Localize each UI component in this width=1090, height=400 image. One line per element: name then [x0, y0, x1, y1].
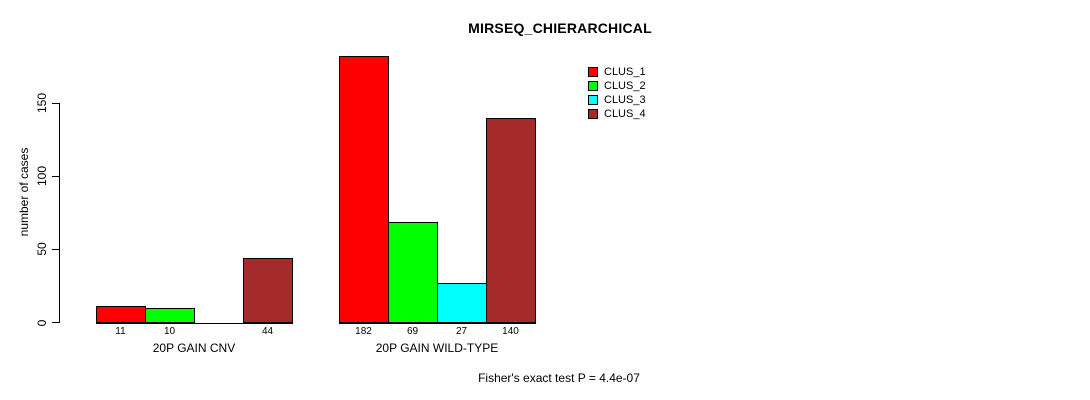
y-axis-tick — [52, 248, 59, 250]
y-axis-label: number of cases — [17, 147, 31, 237]
legend-label: CLUS_1 — [604, 66, 646, 78]
y-axis-tick — [52, 322, 59, 323]
bar-value-label: 10 — [163, 326, 176, 337]
category-label: 20P GAIN CNV — [152, 341, 236, 355]
group-baseline — [96, 322, 293, 324]
y-axis-tick-label: 0 — [35, 319, 49, 326]
legend-swatch — [588, 67, 598, 77]
bar-clus_1-group1 — [96, 306, 146, 324]
bar-value-label: 69 — [406, 326, 419, 337]
y-axis-tick-label: 50 — [35, 242, 49, 257]
legend-label: CLUS_4 — [604, 108, 646, 120]
legend-label: CLUS_2 — [604, 80, 646, 92]
y-axis-tick — [52, 102, 59, 104]
legend-item: CLUS_4 — [588, 107, 646, 121]
legend-item: CLUS_3 — [588, 93, 646, 107]
legend-swatch — [588, 81, 598, 91]
y-axis-line — [59, 103, 60, 323]
bar-value-label: 27 — [455, 326, 468, 337]
legend-item: CLUS_2 — [588, 79, 646, 93]
bar-value-label: 140 — [502, 326, 519, 337]
bar-value-label: 44 — [261, 326, 274, 337]
fisher-test-annotation: Fisher's exact test P = 4.4e-07 — [478, 371, 640, 385]
legend-label: CLUS_3 — [604, 94, 646, 106]
bar-clus_3-group2 — [437, 282, 487, 324]
legend-item: CLUS_1 — [588, 65, 646, 79]
bar-value-label: 11 — [115, 326, 126, 337]
y-axis-tick-label: 150 — [35, 92, 49, 114]
group-baseline — [339, 322, 536, 324]
category-label: 20P GAIN WILD-TYPE — [375, 341, 499, 355]
bar-clus_4-group2 — [486, 117, 536, 324]
bar-clus_4-group1 — [243, 258, 293, 324]
bar-value-label: 182 — [355, 326, 372, 337]
bar-clus_2-group1 — [145, 307, 195, 324]
bar-clus_1-group2 — [339, 56, 389, 324]
legend-swatch — [588, 95, 598, 105]
y-axis-tick — [52, 175, 59, 177]
legend: CLUS_1 CLUS_2 CLUS_3 CLUS_4 — [588, 65, 646, 121]
chart-title: MIRSEQ_CHIERARCHICAL — [468, 20, 652, 36]
y-axis-tick-label: 100 — [35, 166, 49, 187]
bar-clus_2-group2 — [388, 221, 438, 324]
legend-swatch — [588, 109, 598, 119]
